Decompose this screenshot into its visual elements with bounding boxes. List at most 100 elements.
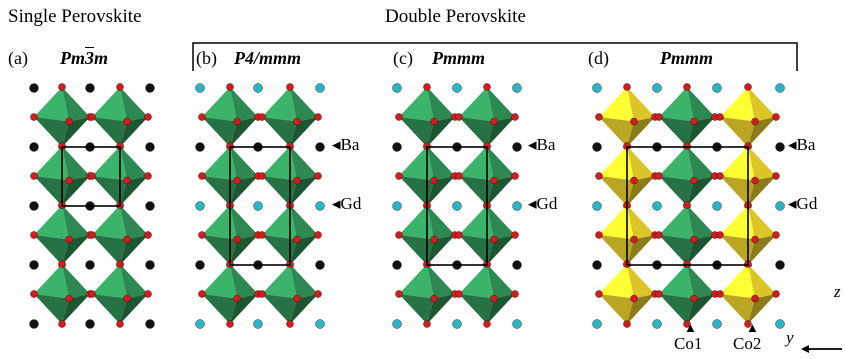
panel-d-cation-atom (592, 83, 602, 93)
oxygen-atom (314, 290, 322, 298)
oxygen-atom (683, 83, 691, 91)
oxygen-atom (490, 117, 498, 126)
panel-d-octahedron-face (748, 87, 776, 122)
panel-b-cation-atom (195, 83, 205, 93)
panel-a-octahedron-face (120, 205, 148, 240)
oxygen-atom (716, 231, 724, 239)
oxygen-atom (395, 113, 403, 121)
panel-b-octahedron-face (230, 205, 258, 240)
oxygen-atom (226, 83, 234, 91)
oxygen-atom (258, 172, 266, 180)
oxygen-atom (88, 290, 96, 298)
panel-a-octahedron-face (62, 205, 90, 240)
oxygen-atom (511, 231, 519, 239)
panel-c-octahedron-face (427, 87, 455, 122)
oxygen-atom (286, 83, 294, 91)
panel-d-cation-atom (652, 201, 662, 211)
y-axis-text: y (786, 328, 794, 347)
oxygen-atom (226, 320, 234, 328)
oxygen-atom (58, 260, 66, 268)
oxygen-atom (595, 231, 603, 239)
panel-b-octahedron-face (262, 205, 297, 240)
panel-d-octahedron-face (687, 146, 715, 181)
panel-b-cation-atom (315, 260, 325, 270)
panel-c-octahedron-face (399, 264, 434, 299)
oxygen-atom (630, 176, 638, 185)
ba-label-b: ◂Ba (332, 135, 360, 154)
oxygen-atom (233, 235, 241, 244)
panel-d-octahedron-face (659, 235, 694, 265)
panel-d-octahedron-face (599, 264, 634, 299)
panel-d-octahedron-face (659, 87, 694, 122)
panel-b-octahedron-face (262, 117, 297, 147)
oxygen-atom (716, 172, 724, 180)
oxygen-atom (314, 231, 322, 239)
gd-label-c: ◂Gd (528, 194, 558, 213)
panel-c-cation-atom (392, 142, 402, 152)
panel-b-octahedron-face (262, 176, 297, 206)
oxygen-atom (455, 113, 463, 121)
panel-d-cation-atom (592, 201, 602, 211)
panel-a-sg-post: m (94, 48, 109, 68)
co2-arrow: ▲ (746, 320, 759, 335)
panel-c-octahedron-face (427, 264, 455, 299)
oxygen-atom (286, 320, 294, 328)
panel-c-octahedron-face (427, 205, 455, 240)
panel-b-octahedron-face (202, 264, 237, 299)
co1-label: Co1 (674, 334, 703, 353)
panel-c-cation-atom (392, 260, 402, 270)
oxygen-atom (88, 113, 96, 121)
panel-a-octahedron-face (34, 176, 69, 206)
panel-c-octahedron-face (399, 205, 434, 240)
panel-c-octahedron-face (427, 146, 455, 181)
oxygen-atom (483, 320, 491, 328)
oxygen-atom (293, 117, 301, 126)
oxygen-atom (772, 231, 780, 239)
oxygen-atom (690, 294, 698, 303)
panel-d-cation-atom (775, 83, 785, 93)
panel-d-octahedron-face (687, 87, 715, 122)
gd-label-d: ◂Gd (788, 194, 818, 213)
ba-text-c: Ba (536, 135, 556, 154)
panel-a-unit-cell (61, 146, 121, 207)
panel-b-octahedron-face (262, 87, 297, 122)
panel-c-octahedron-face (459, 117, 494, 147)
panel-d-cation-atom (775, 319, 785, 329)
panel-b-octahedron-face (262, 264, 297, 299)
panel-d-cation-atom (652, 83, 662, 93)
panel-b-cation-atom (195, 260, 205, 270)
panel-b-octahedron-face (230, 87, 258, 122)
panel-a-cation-atom (145, 201, 155, 211)
panel-c-cation-atom (512, 260, 522, 270)
oxygen-atom (772, 172, 780, 180)
oxygen-atom (751, 294, 759, 303)
panel-a-sg-bar: 3 (85, 48, 94, 68)
oxygen-atom (490, 294, 498, 303)
panel-c-space-group: Pmmm (432, 48, 485, 68)
oxygen-atom (751, 235, 759, 244)
panel-a-octahedron-face (92, 205, 127, 240)
oxygen-atom (511, 172, 519, 180)
oxygen-atom (655, 290, 663, 298)
oxygen-atom (716, 113, 724, 121)
oxygen-atom (314, 113, 322, 121)
oxygen-atom (630, 235, 638, 244)
oxygen-atom (623, 320, 631, 328)
panel-b-cation-atom (195, 201, 205, 211)
panel-a-space-group: Pm3m (60, 48, 108, 69)
oxygen-atom (233, 294, 241, 303)
oxygen-atom (144, 290, 152, 298)
oxygen-atom (30, 231, 38, 239)
panel-a-octahedron-face (34, 117, 69, 147)
oxygen-atom (683, 142, 691, 150)
ba-text-b: Ba (340, 135, 360, 154)
oxygen-atom (430, 176, 438, 185)
oxygen-atom (30, 172, 38, 180)
oxygen-atom (511, 290, 519, 298)
panel-b-cation-atom (253, 319, 263, 329)
panel-b-cation-atom (315, 142, 325, 152)
panel-a-octahedron-face (34, 294, 69, 324)
panel-d-cation-atom (775, 201, 785, 211)
panel-a-octahedron-face (34, 146, 69, 181)
oxygen-atom (258, 290, 266, 298)
